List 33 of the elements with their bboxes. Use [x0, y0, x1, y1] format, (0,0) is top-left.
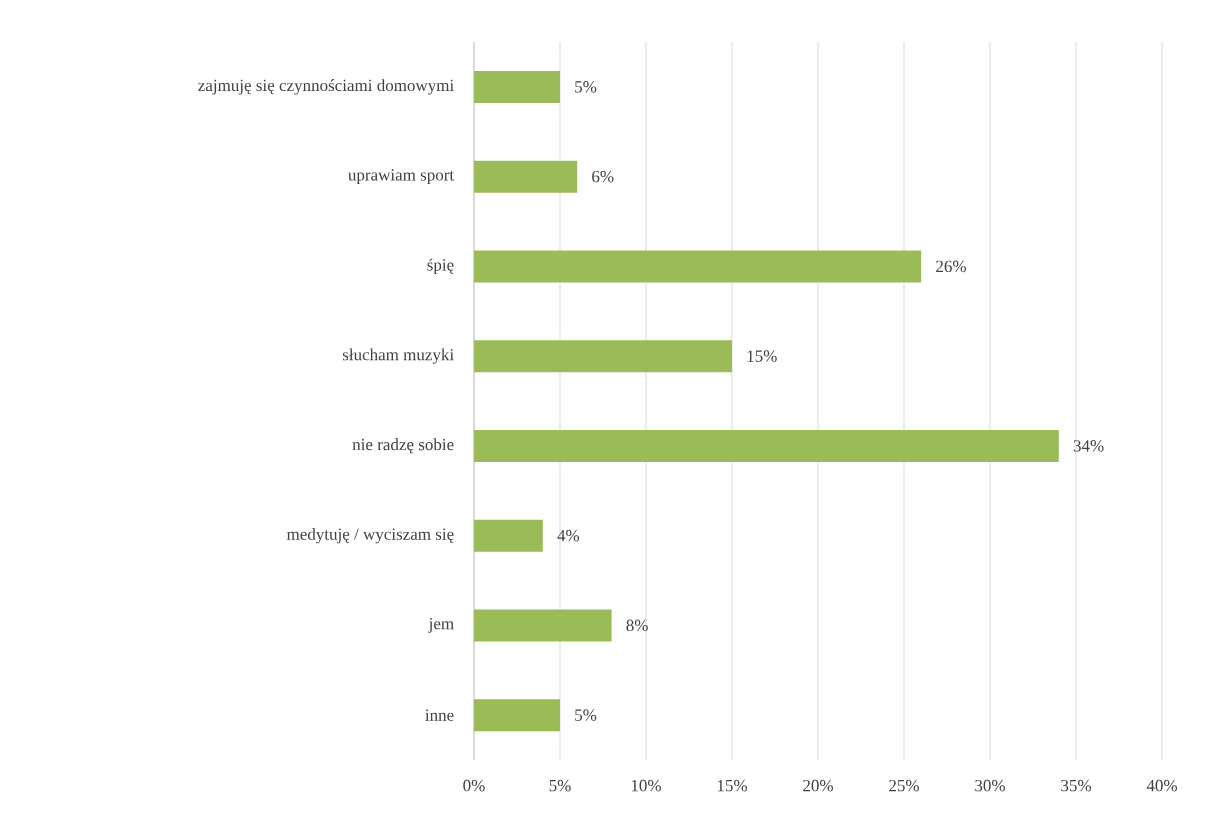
- y-tick-label: słucham muzyki: [342, 348, 454, 364]
- x-tick-label: 0%: [463, 779, 485, 792]
- y-tick-label: medytuję / wyciszam się: [286, 527, 454, 544]
- data-label: 8%: [626, 619, 648, 632]
- data-label: 5%: [575, 81, 597, 93]
- bar: [474, 340, 732, 373]
- bar: [474, 519, 543, 552]
- bar: [474, 250, 922, 283]
- x-tick-label: 10%: [631, 779, 661, 792]
- data-label: 6%: [592, 170, 614, 183]
- bar: [474, 160, 578, 193]
- x-tick-label: 40%: [1146, 779, 1177, 792]
- y-tick-label: inne: [425, 709, 454, 721]
- x-tick-label: 20%: [803, 779, 833, 792]
- data-label: 5%: [575, 709, 597, 721]
- y-tick-label: śpię: [427, 258, 454, 275]
- x-tick-label: 25%: [889, 779, 919, 792]
- y-tick-label: nie radzę sobie: [352, 438, 454, 454]
- bar: [474, 429, 1059, 462]
- y-tick-label: zajmuję się czynnościami domowymi: [198, 79, 454, 95]
- data-label: 4%: [557, 529, 580, 542]
- bar: [474, 70, 560, 103]
- x-tick-label: 30%: [975, 779, 1005, 792]
- data-label: 34%: [1073, 440, 1104, 452]
- bar: [474, 699, 560, 732]
- x-tick-label: 5%: [549, 779, 571, 792]
- y-tick-label: jem: [428, 617, 454, 633]
- y-tick-label: uprawiam sport: [348, 169, 455, 185]
- x-tick-label: 15%: [717, 779, 747, 792]
- bar: [474, 609, 612, 642]
- data-label: 26%: [936, 260, 966, 273]
- data-label: 15%: [747, 350, 777, 362]
- x-tick-label: 35%: [1061, 779, 1091, 792]
